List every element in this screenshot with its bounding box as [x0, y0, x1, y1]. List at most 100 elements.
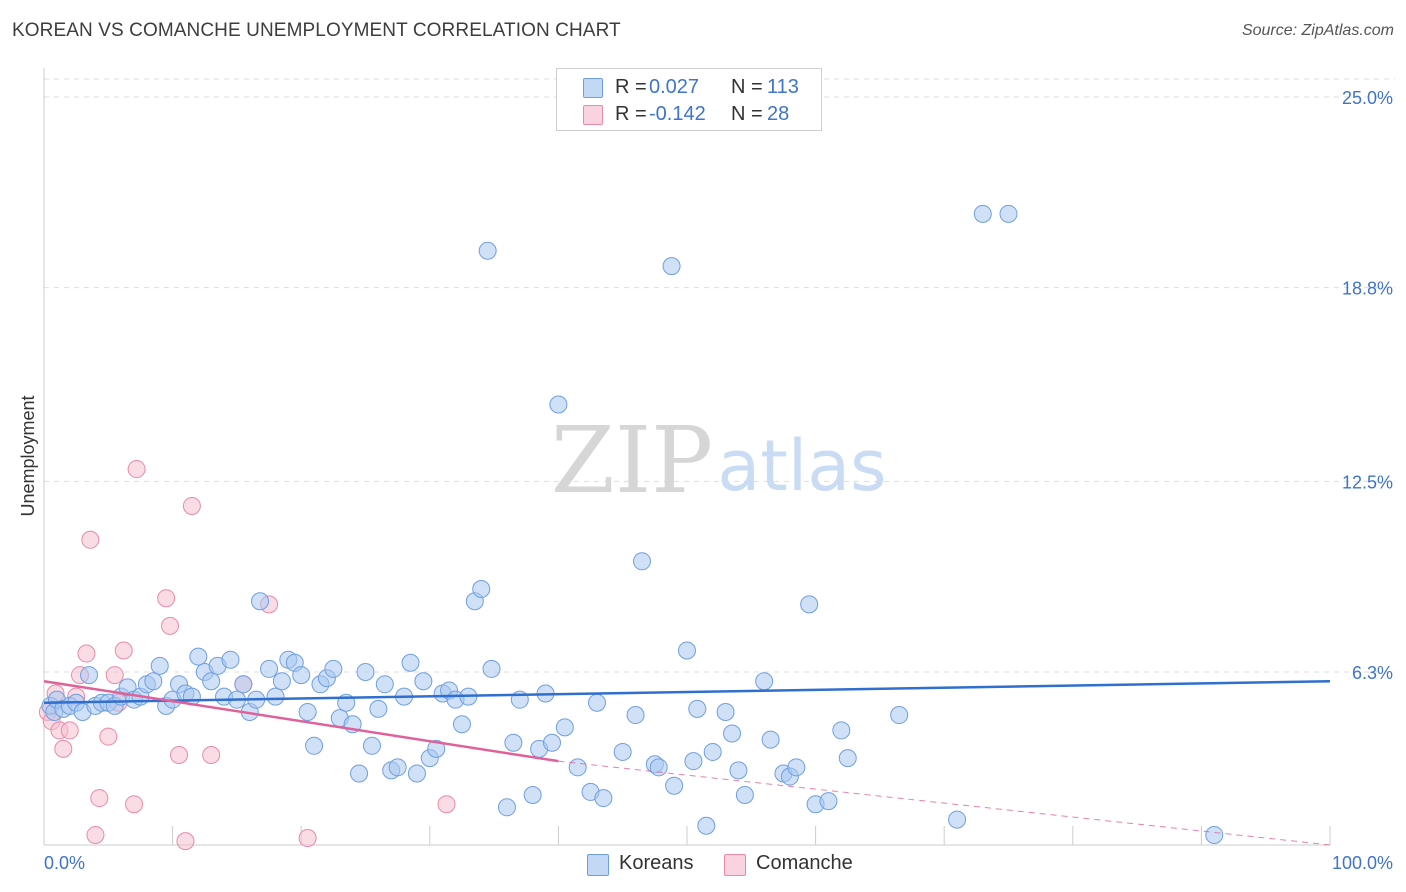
comanche-point: [99, 727, 118, 746]
correlation-legend: R = 0.027 N = 113 R = -0.142 N = 28: [556, 68, 822, 131]
korean-point: [568, 758, 587, 777]
korean-point: [260, 659, 279, 678]
korean-point: [350, 764, 369, 783]
korean-point: [729, 761, 748, 780]
korean-point: [221, 650, 240, 669]
x-tick-labels: 0.0% 100.0%: [44, 853, 1393, 873]
legend-r-value: -0.142: [649, 103, 706, 125]
korean-point: [497, 798, 516, 817]
legend-r-label: R =: [615, 103, 647, 125]
korean-point: [388, 758, 407, 777]
korean-point: [838, 749, 857, 768]
comanche-point: [161, 616, 180, 635]
korean-point: [594, 789, 613, 808]
korean-point: [716, 702, 735, 721]
comanche-trend-extension: [558, 760, 1331, 846]
korean-point: [626, 706, 645, 725]
korean-point: [292, 666, 311, 685]
korean-points: [41, 204, 1224, 844]
korean-point: [735, 785, 754, 804]
legend-row-koreans: R = 0.027 N = 113: [557, 75, 821, 101]
korean-point: [787, 758, 806, 777]
korean-point: [632, 552, 651, 571]
korean-point: [649, 758, 668, 777]
comanche-point: [60, 721, 79, 740]
korean-point: [678, 641, 696, 660]
chart-title: KOREAN VS COMANCHE UNEMPLOYMENT CORRELAT…: [12, 20, 621, 41]
korean-point: [369, 699, 388, 718]
comanche-point: [90, 789, 109, 808]
korean-point: [202, 672, 221, 691]
korean-point: [401, 653, 420, 672]
korean-point: [414, 672, 433, 691]
korean-point: [150, 656, 169, 675]
korean-point: [478, 241, 497, 260]
korean-point: [80, 666, 99, 685]
legend-r-value: 0.027: [649, 76, 700, 98]
legend-swatch-comanche: [583, 105, 603, 125]
korean-point: [427, 739, 446, 758]
y-tick-label: 25.0%: [1342, 88, 1393, 108]
comanche-point: [114, 641, 133, 660]
comanche-point: [202, 746, 221, 765]
korean-point: [549, 395, 568, 414]
watermark: ZIP atlas: [551, 407, 887, 514]
y-axis-label: Unemployment: [18, 395, 38, 516]
korean-point: [452, 715, 471, 734]
comanche-trend-line: [43, 679, 559, 763]
korean-point: [1205, 825, 1224, 844]
comanche-point: [81, 530, 100, 549]
korean-point: [832, 721, 851, 740]
trend-lines: [43, 679, 1331, 846]
comanche-point: [298, 829, 317, 848]
korean-point: [697, 816, 716, 835]
comanche-point: [176, 832, 195, 851]
korean-point: [251, 592, 270, 611]
korean-point: [356, 663, 375, 681]
comanche-point: [54, 739, 73, 758]
y-tick-label: 6.3%: [1352, 663, 1393, 683]
korean-point: [542, 733, 561, 752]
korean-point: [472, 579, 491, 598]
comanche-point: [105, 666, 124, 685]
korean-point: [234, 675, 253, 694]
y-tick-label: 18.8%: [1342, 279, 1393, 299]
legend-n-value: 113: [767, 76, 799, 98]
comanche-point: [182, 496, 201, 515]
korean-point: [407, 764, 426, 783]
korean-point: [555, 718, 574, 737]
korean-point: [723, 724, 742, 743]
korean-point: [684, 752, 703, 771]
comanche-point: [127, 460, 146, 479]
comanche-point: [77, 644, 96, 663]
legend-n-label: N =: [731, 103, 763, 125]
y-tick-labels: 6.3% 12.5% 18.8% 25.0%: [1342, 88, 1393, 683]
korean-point: [819, 792, 838, 811]
legend-r-label: R =: [615, 76, 647, 98]
comanche-point: [125, 795, 144, 814]
koreans-label: Koreans: [619, 852, 694, 874]
comanche-point: [157, 589, 176, 608]
comanche-label: Comanche: [756, 852, 853, 874]
korean-point: [324, 659, 343, 678]
comanche-point: [437, 795, 456, 814]
korean-point: [375, 675, 394, 694]
korean-point: [266, 687, 285, 706]
korean-point: [973, 204, 992, 223]
korean-point: [613, 742, 632, 761]
watermark-zip: ZIP: [551, 407, 713, 514]
source-label: Source: ZipAtlas.com: [1241, 22, 1394, 39]
legend-swatch-koreans: [583, 78, 603, 98]
korean-point: [703, 742, 722, 761]
korean-point: [761, 730, 780, 749]
korean-point: [504, 733, 523, 752]
korean-trend-line: [43, 679, 1331, 704]
x-tick-label: 100.0%: [1332, 853, 1393, 873]
y-tick-label: 12.5%: [1342, 472, 1393, 492]
legend-n-value: 28: [767, 103, 790, 125]
korean-point: [305, 736, 324, 755]
korean-point: [948, 810, 967, 829]
comanche-point: [86, 825, 105, 844]
korean-point: [189, 647, 208, 666]
